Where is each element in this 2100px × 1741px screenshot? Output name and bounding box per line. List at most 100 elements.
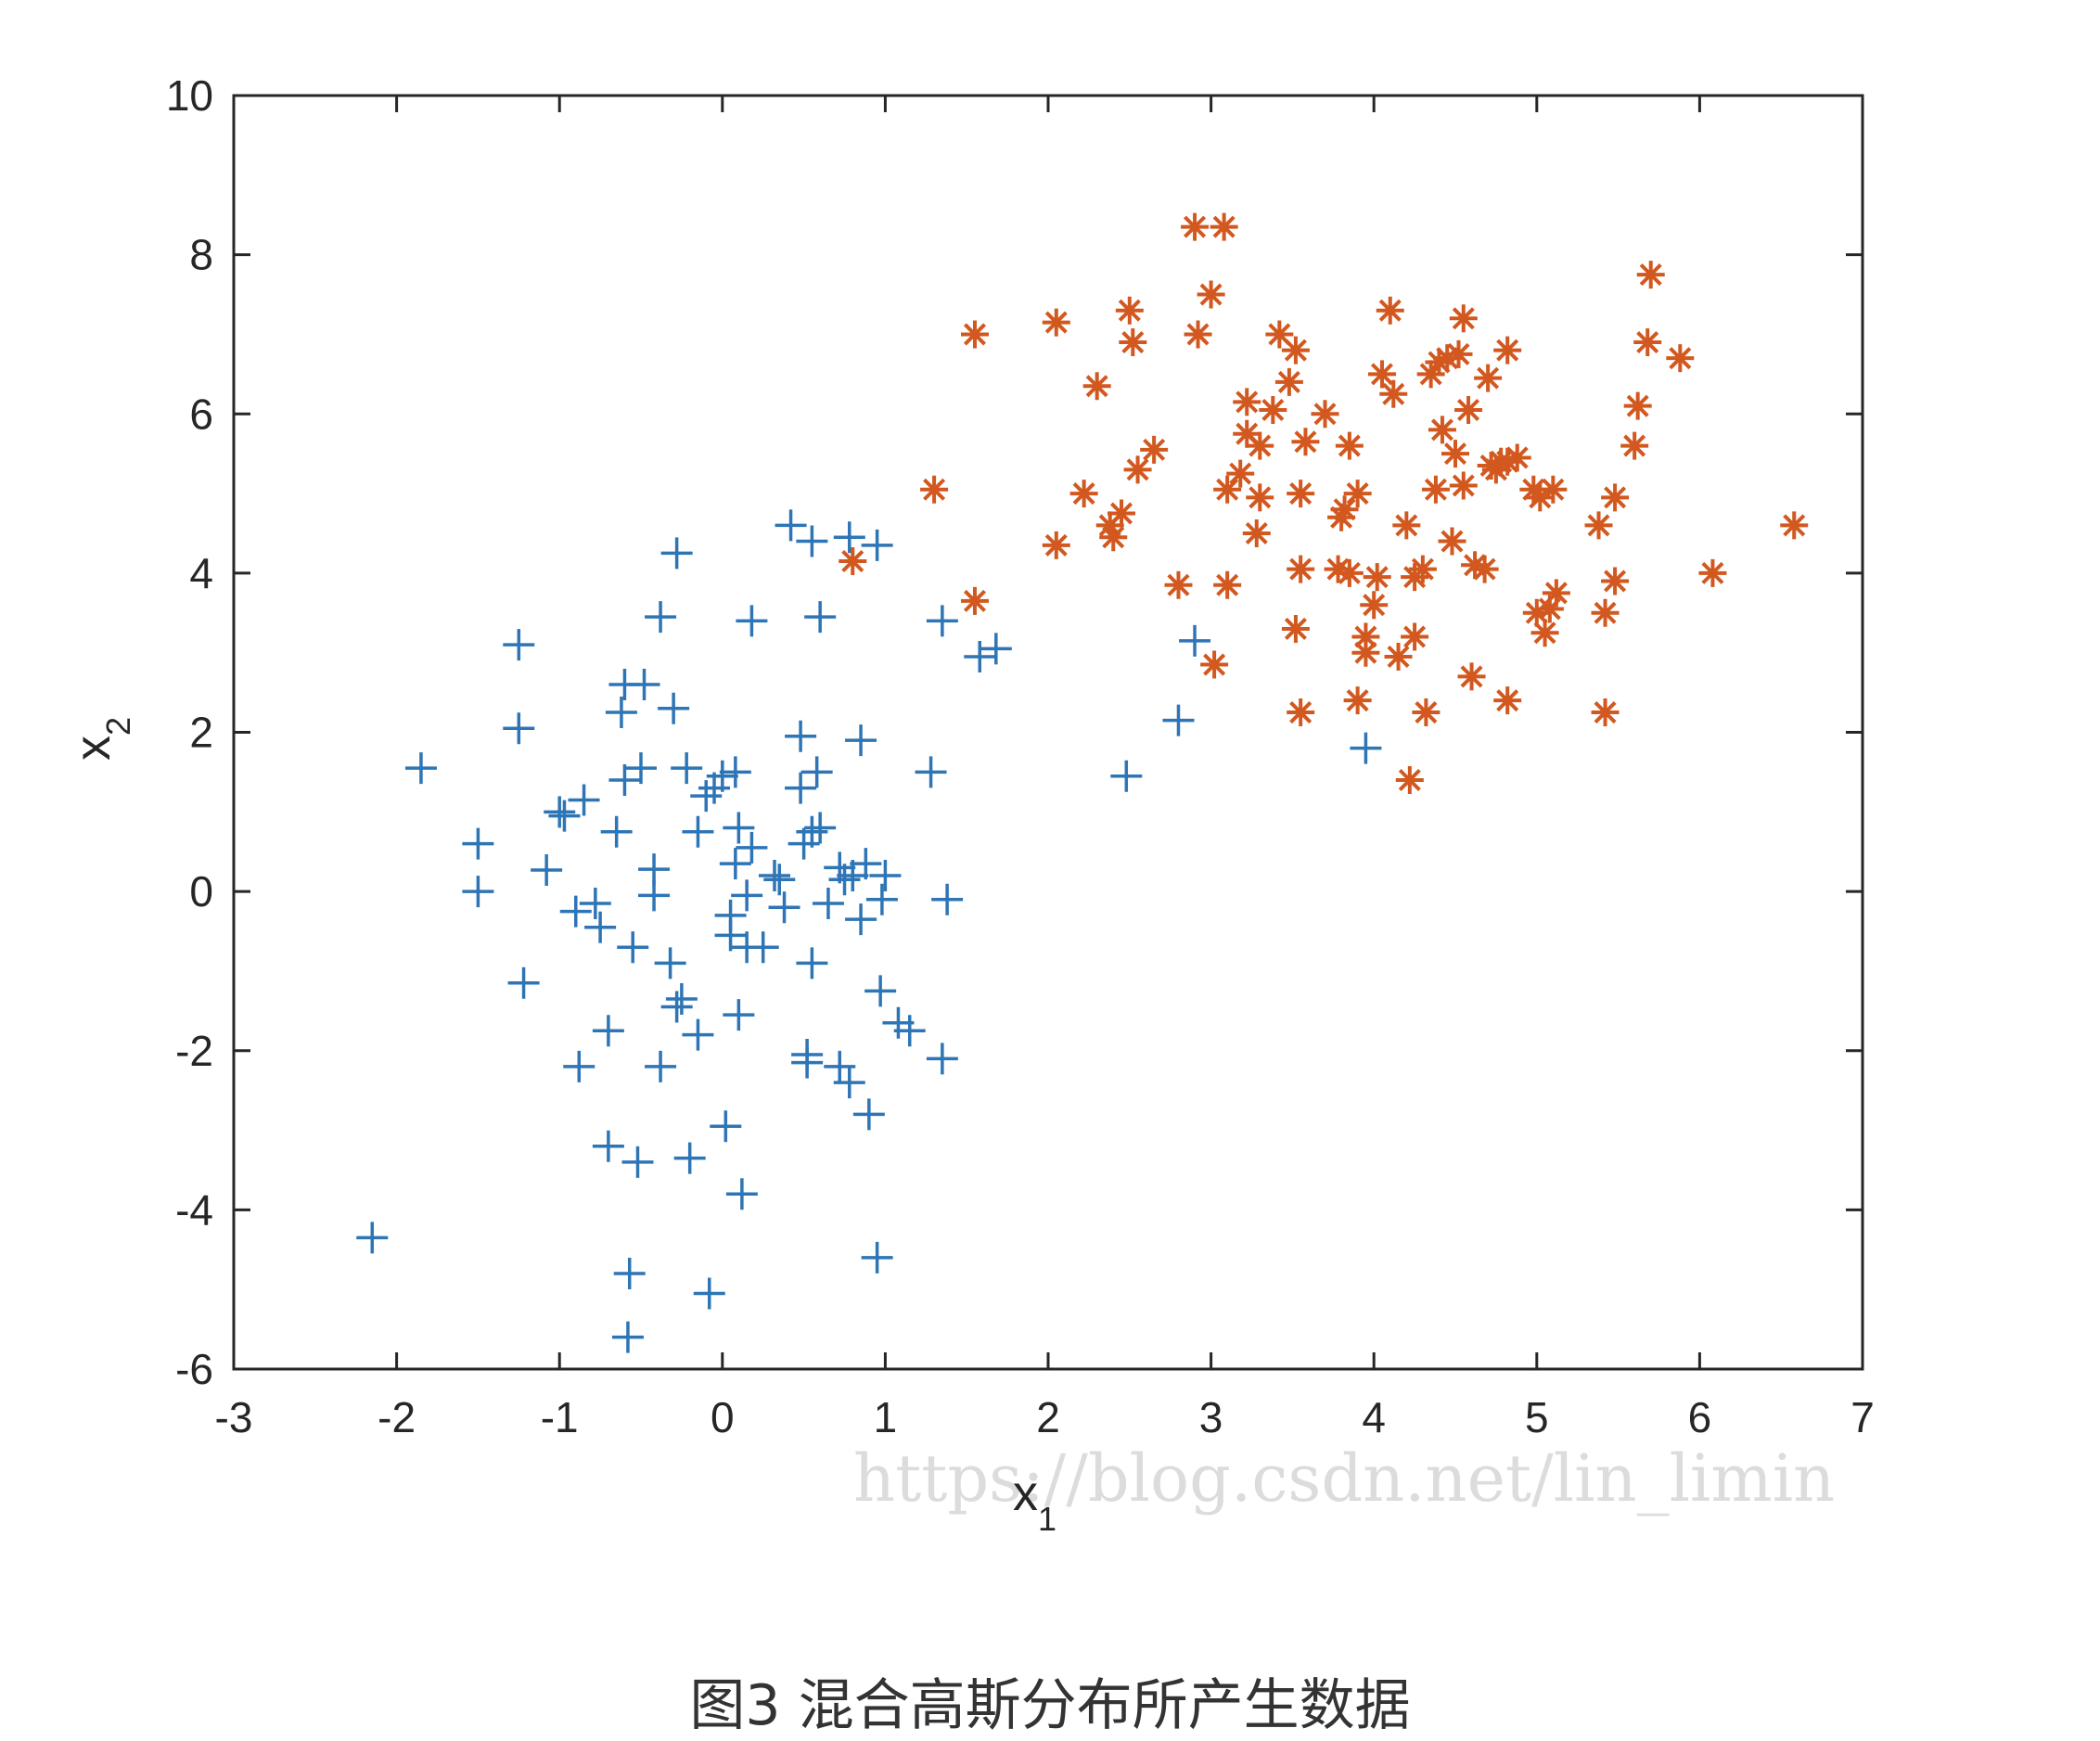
data-point-asterisk	[1441, 440, 1469, 468]
data-point-plus	[673, 1142, 706, 1174]
data-point-plus	[682, 1018, 714, 1051]
x-axis-label: x1	[1013, 1466, 1056, 1538]
data-point-plus	[719, 756, 751, 788]
data-point-plus	[600, 815, 633, 848]
data-point-asterisk	[1213, 475, 1242, 504]
data-point-plus	[660, 537, 693, 570]
data-point-plus	[660, 991, 693, 1023]
data-point-asterisk	[1197, 280, 1225, 309]
data-point-plus	[559, 895, 592, 928]
data-point-asterisk	[1416, 360, 1445, 389]
data-point-plus	[785, 772, 817, 804]
data-point-plus	[507, 967, 540, 999]
data-point-plus	[861, 1241, 893, 1274]
data-point-asterisk	[1428, 416, 1456, 444]
data-point-asterisk	[1384, 642, 1413, 671]
data-point-plus	[628, 669, 660, 701]
data-point-plus	[812, 887, 844, 919]
data-point-plus	[869, 859, 902, 891]
data-point-asterisk	[1287, 698, 1315, 727]
data-point-asterisk	[960, 586, 989, 615]
data-point-plus	[706, 760, 738, 792]
data-point-plus	[796, 525, 828, 557]
data-point-asterisk	[1099, 523, 1128, 552]
data-point-plus	[796, 947, 828, 979]
data-point-plus	[531, 853, 563, 886]
data-point-asterisk	[1123, 455, 1152, 484]
y-axis-label-main: x	[65, 736, 121, 761]
data-point-plus	[693, 1277, 725, 1310]
x-tick-label: 3	[1199, 1393, 1223, 1441]
chart-svg: -3 -2 -1 0 1 2 3 4 5 6 7 -6 -4 -2 0 2 4 6 8 10 https://blog…	[65, 71, 1875, 1538]
data-point-plus	[723, 999, 755, 1031]
y-tick-label: 2	[189, 709, 213, 757]
data-point-plus	[796, 815, 828, 848]
data-point-plus	[926, 1043, 958, 1075]
data-point-asterisk	[1493, 447, 1522, 476]
data-point-asterisk	[1376, 296, 1404, 325]
data-point-asterisk	[1584, 511, 1613, 540]
data-point-asterisk	[1287, 480, 1315, 508]
data-point-plus	[690, 780, 723, 813]
data-point-asterisk	[1780, 511, 1809, 540]
data-point-asterisk	[1591, 698, 1620, 727]
y-tick-label: -6	[175, 1345, 213, 1393]
data-point-plus	[747, 931, 779, 964]
data-point-asterisk	[1140, 435, 1169, 464]
x-tick-label: 0	[711, 1393, 735, 1441]
data-point-asterisk	[1330, 495, 1359, 524]
data-point-asterisk	[1601, 567, 1630, 595]
data-point-asterisk	[1115, 296, 1144, 325]
data-point-plus	[671, 752, 703, 785]
plot-frame	[232, 94, 1864, 1371]
x-tick-label: 4	[1362, 1393, 1386, 1441]
data-point-plus	[592, 1015, 624, 1047]
data-point-plus	[404, 752, 437, 785]
data-point-asterisk	[1274, 367, 1303, 396]
y-axis-label-sub: 2	[99, 717, 137, 736]
data-point-asterisk	[1119, 328, 1147, 357]
data-point-asterisk	[1281, 336, 1310, 365]
data-point-asterisk	[1069, 480, 1098, 508]
data-point-plus	[785, 720, 817, 752]
data-point-plus	[608, 763, 641, 796]
x-tick-label: -3	[215, 1393, 253, 1441]
x-tick-label: -2	[378, 1393, 416, 1441]
y-tick-label: -4	[175, 1185, 213, 1234]
data-series	[356, 212, 1809, 1353]
data-point-asterisk	[1343, 480, 1372, 508]
data-point-asterisk	[1474, 364, 1503, 392]
data-point-asterisk	[1164, 570, 1193, 599]
data-point-asterisk	[1620, 431, 1649, 460]
data-point-asterisk	[1493, 686, 1522, 715]
data-point-asterisk	[1591, 598, 1620, 627]
data-point-asterisk	[1200, 650, 1229, 679]
series-1	[356, 509, 1382, 1353]
data-point-plus	[638, 879, 671, 912]
data-point-asterisk	[1454, 395, 1483, 424]
data-point-plus	[861, 529, 893, 561]
data-point-asterisk	[1184, 320, 1212, 349]
data-point-asterisk	[1425, 348, 1453, 377]
y-axis-label: x2	[65, 717, 137, 761]
data-point-plus	[865, 883, 898, 915]
data-point-plus	[617, 931, 649, 964]
data-point-asterisk	[1265, 320, 1294, 349]
data-point-asterisk	[1233, 419, 1261, 448]
data-point-plus	[654, 947, 686, 979]
data-point-plus	[592, 1130, 624, 1162]
x-axis-label-sub: 1	[1038, 1500, 1056, 1538]
data-point-plus	[852, 1098, 885, 1131]
y-tick-label: -2	[175, 1027, 213, 1075]
data-point-plus	[931, 883, 964, 915]
data-point-asterisk	[1542, 579, 1570, 608]
data-point-plus	[864, 975, 897, 1007]
data-point-asterisk	[1226, 459, 1255, 488]
data-point-plus	[775, 509, 807, 542]
data-point-asterisk	[1449, 471, 1478, 500]
scatter-chart: -3 -2 -1 0 1 2 3 4 5 6 7 -6 -4 -2 0 2 4 6 8 10 https://blog…	[65, 71, 1875, 1538]
data-point-plus	[462, 827, 494, 860]
data-point-plus	[791, 1046, 824, 1079]
series-2	[839, 212, 1809, 794]
data-point-asterisk	[1291, 428, 1320, 456]
